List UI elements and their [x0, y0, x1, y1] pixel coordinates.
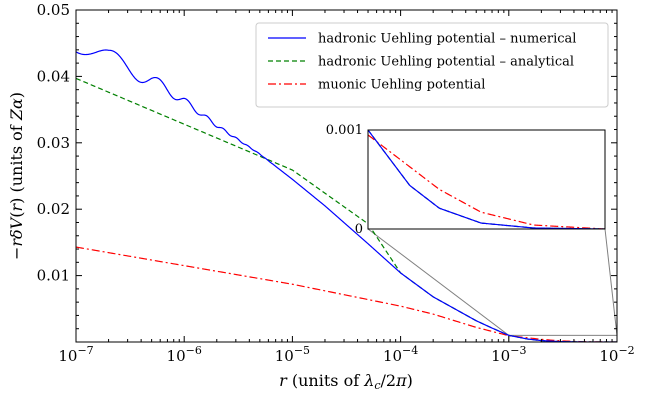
- main-axes-frame: [75, 9, 618, 343]
- y-tick-label: 0.03: [37, 134, 70, 152]
- inset-y-tick-label: 0: [355, 222, 363, 237]
- inset-series-line-0: [368, 130, 605, 229]
- legend: hadronic Uehling potential – numerical ha…: [255, 22, 609, 108]
- inset: 0 0.001: [326, 123, 606, 237]
- y-tick-label: 0.04: [37, 67, 70, 85]
- y-tick-label: 0.02: [37, 200, 70, 218]
- x-axis-label: r (units of λc/2π): [279, 371, 413, 392]
- y-tick-label: 0.01: [37, 267, 70, 285]
- series-line-0: [76, 49, 617, 342]
- x-tick-label: 10−2: [599, 344, 634, 365]
- x-tick-label: 10−6: [167, 344, 202, 365]
- main-ticks: [75, 9, 618, 342]
- main-tick-labels: 10−7 10−6 10−5 10−4 10−3 10−2 0.01 0.02 0.03 0.04…: [37, 1, 635, 365]
- connector-line-right: [604, 228, 618, 336]
- inset-y-tick-label: 0.001: [326, 123, 363, 138]
- inset-series: [368, 130, 605, 229]
- inset-connectors: [367, 228, 618, 343]
- legend-label-0: hadronic Uehling potential – numerical: [318, 32, 576, 47]
- y-tick-label: 0.05: [37, 1, 70, 19]
- connector-line-left: [367, 228, 510, 336]
- x-tick-label: 10−7: [58, 344, 93, 365]
- y-axis-label: −rδV(r) (units of Zα): [7, 92, 26, 260]
- inset-series-line-2: [368, 134, 605, 229]
- main-series: [76, 49, 617, 342]
- inset-ticks: 0 0.001: [326, 123, 373, 237]
- legend-label-1: hadronic Uehling potential – analytical: [318, 55, 574, 70]
- legend-label-2: muonic Uehling potential: [318, 78, 485, 93]
- x-tick-label: 10−3: [491, 344, 526, 365]
- x-tick-label: 10−4: [383, 344, 418, 365]
- inset-background: [368, 130, 605, 229]
- series-line-2: [76, 246, 617, 342]
- legend-box: [255, 22, 609, 108]
- inset-frame: [367, 129, 606, 230]
- x-tick-label: 10−5: [275, 344, 310, 365]
